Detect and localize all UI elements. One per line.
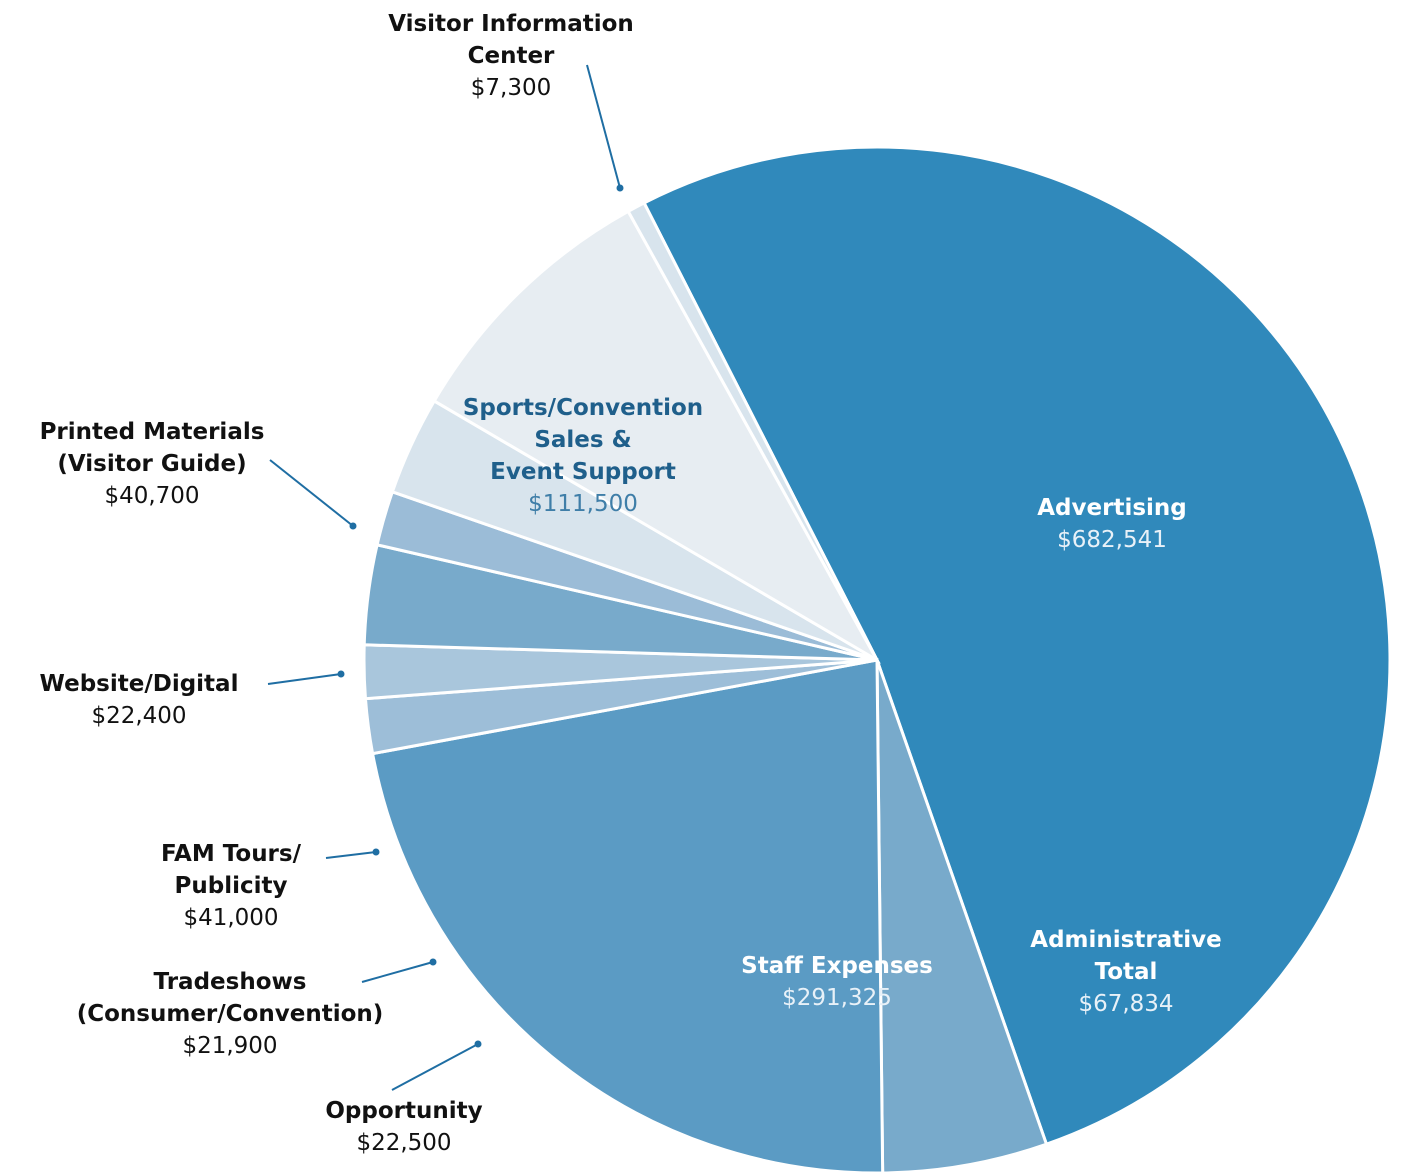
slice-label: Website/Digital $22,400 (0, 668, 349, 732)
value-label: $67,834 (1078, 991, 1174, 1017)
leader-line (267, 673, 342, 685)
leader-dot (372, 848, 380, 856)
leader-dot (337, 670, 345, 678)
slice-label: Printed Materials (Visitor Guide) $40,700 (0, 416, 362, 512)
leader-dot (616, 184, 624, 192)
slice-label: FAM Tours/ Publicity $41,000 (21, 838, 441, 934)
category-name: Printed Materials (Visitor Guide) (39, 419, 265, 477)
pie-slice (432, 209, 881, 665)
slice-label: Tradeshows (Consumer/Convention) $21,900 (20, 966, 440, 1062)
leader-line (586, 64, 621, 189)
value-label: $291,325 (782, 985, 892, 1011)
value-label: $21,900 (182, 1033, 278, 1059)
leader-dot (349, 522, 357, 530)
value-label: $7,300 (470, 75, 552, 101)
category-name: Sports/Convention Sales & Event Support (462, 395, 704, 485)
leader-line (269, 459, 354, 527)
category-name: Tradeshows (Consumer/Convention) (76, 969, 384, 1027)
value-label: $40,700 (104, 483, 200, 509)
slice-label: Administrative Total $67,834 (916, 924, 1336, 1020)
leader-dot (429, 958, 437, 966)
slice-label: Sports/Convention Sales & Event Support $… (373, 392, 793, 520)
slice-label: Advertising $682,541 (902, 492, 1322, 556)
category-name: FAM Tours/ Publicity (160, 841, 301, 899)
slice-label: Opportunity $22,500 (194, 1095, 614, 1159)
leader-line (361, 961, 434, 983)
slice-label: Staff Expenses $291,325 (627, 950, 1047, 1014)
value-label: $22,500 (356, 1130, 452, 1156)
value-label: $22,400 (91, 703, 187, 729)
value-label: $41,000 (183, 905, 279, 931)
value-label: $111,500 (528, 491, 638, 517)
value-label: $682,541 (1057, 527, 1167, 553)
leader-line (325, 851, 377, 859)
category-name: Website/Digital (39, 671, 239, 697)
category-name: Administrative Total (1030, 927, 1222, 985)
category-name: Visitor Information Center (388, 11, 634, 69)
pie-slice (642, 145, 1392, 1147)
leader-line (391, 1043, 479, 1091)
pie-slice (626, 200, 879, 661)
pie-slice (370, 658, 885, 1173)
category-name: Opportunity (325, 1098, 483, 1124)
category-name: Advertising (1037, 495, 1187, 521)
slice-label: Visitor Information Center $7,300 (301, 8, 721, 104)
category-name: Staff Expenses (741, 953, 933, 979)
leader-dot (474, 1040, 482, 1048)
